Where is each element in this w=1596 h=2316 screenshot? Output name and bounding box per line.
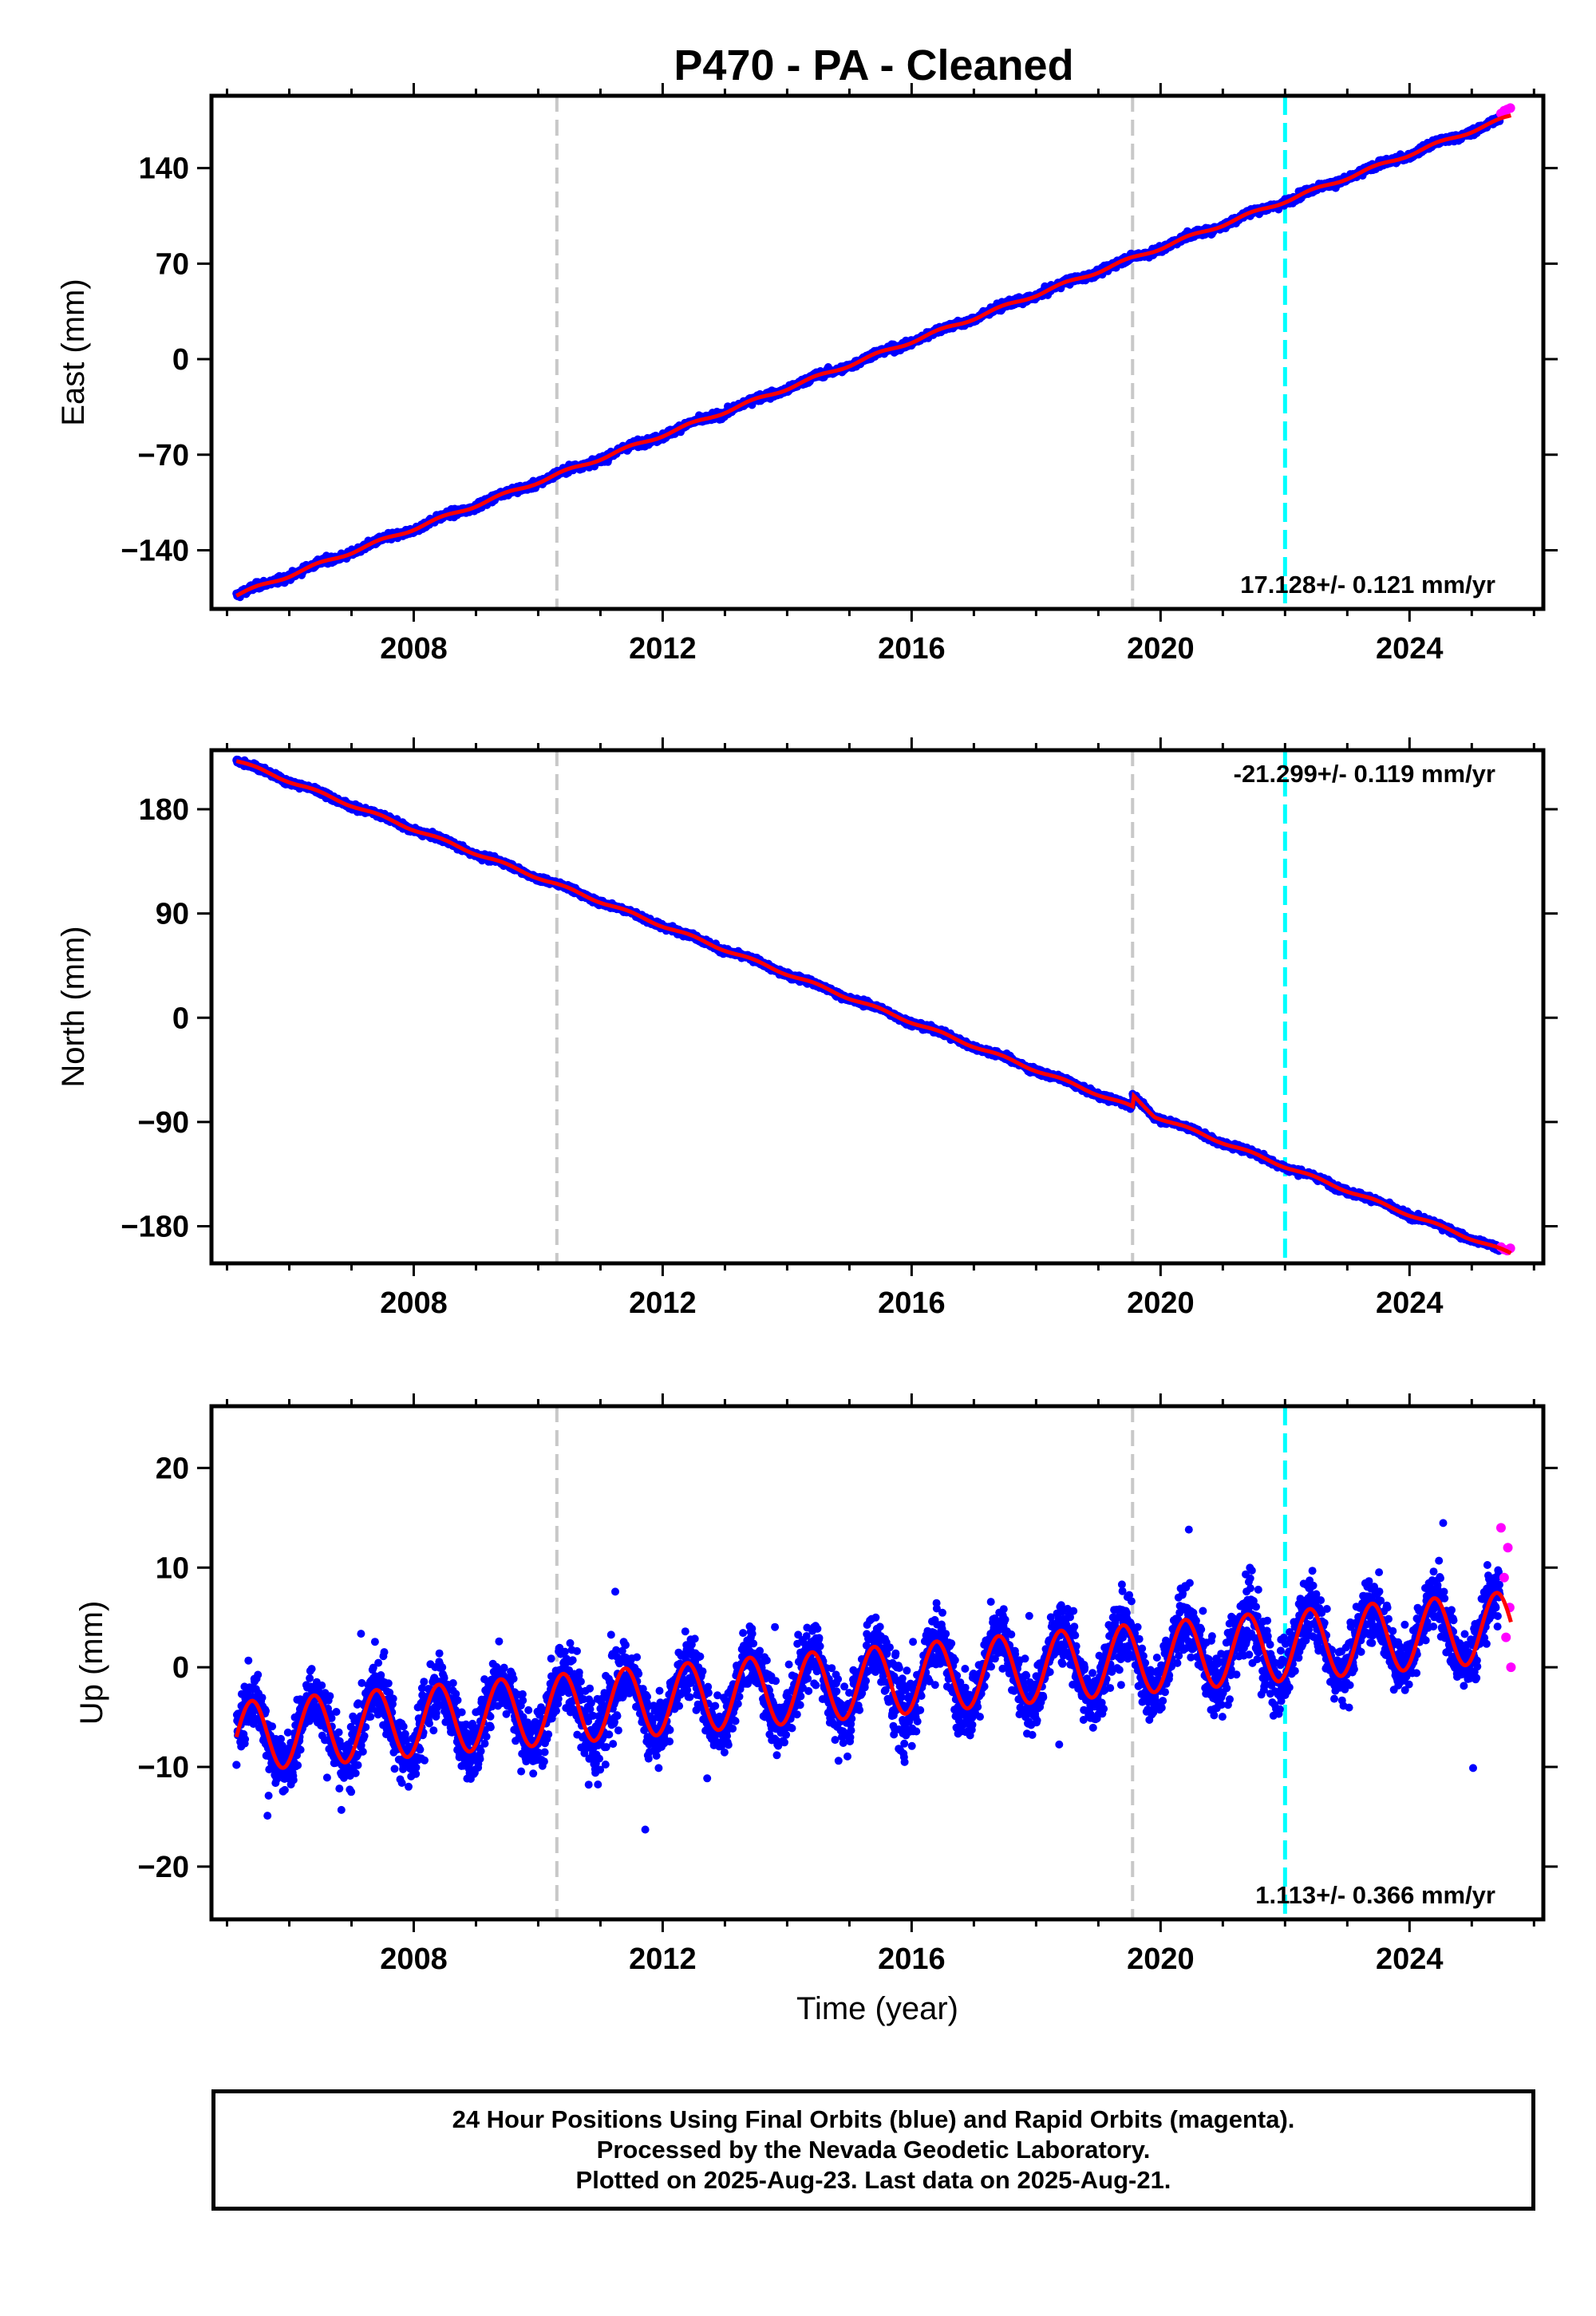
- x-tick-label: 2008: [380, 632, 448, 666]
- east-rate-label: 17.128+/- 0.121 mm/yr: [1240, 571, 1495, 599]
- east-model-fit-line: [235, 113, 1512, 598]
- chart-title: P470 - PA - Cleaned: [674, 41, 1073, 89]
- east-rapid-point: [1505, 103, 1515, 113]
- east-y-axis-label: East (mm): [56, 279, 91, 425]
- x-tick-label: 2020: [1127, 632, 1195, 666]
- x-tick-label: 2016: [878, 632, 946, 666]
- east-rapid-orbit-points: [1495, 103, 1515, 119]
- x-tick-label: 2012: [629, 632, 697, 666]
- east-panel: 2008 2012 2016 2020 2024 −140 −70 0 70 140 East (m…: [56, 83, 1558, 666]
- east-plot-frame: [209, 93, 1546, 611]
- y-tick-label: 0: [172, 343, 189, 377]
- y-tick-label: −140: [120, 534, 189, 567]
- y-tick-label: 70: [156, 247, 189, 281]
- y-tick-label: −70: [138, 439, 189, 472]
- x-tick-label: 2024: [1376, 632, 1444, 666]
- y-tick-label: 140: [139, 152, 189, 186]
